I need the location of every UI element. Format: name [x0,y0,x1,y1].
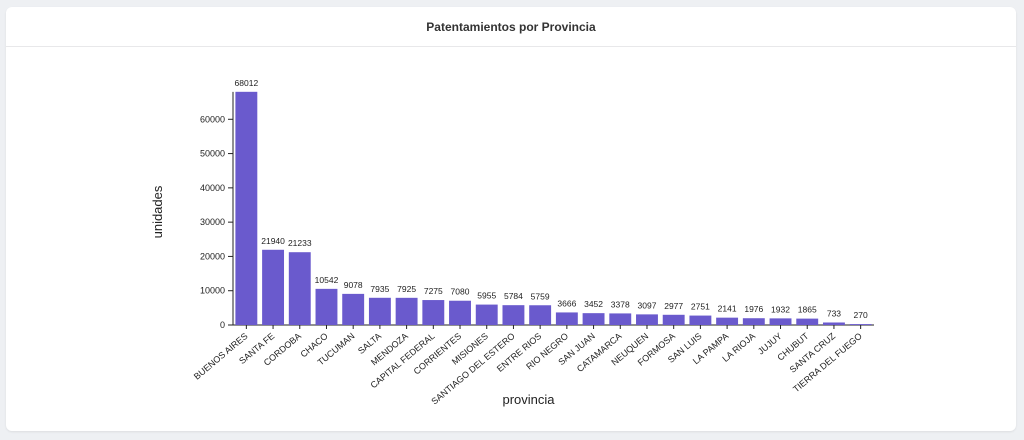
data-label: 3097 [638,300,657,310]
chart-card: Patentamientos por Provincia 0 10000 20000… [6,7,1016,431]
bar [849,324,872,325]
data-label: 21233 [288,238,312,248]
y-tick-label: 50000 [200,149,225,159]
bar [315,288,338,325]
data-label: 10542 [315,275,339,285]
bar [288,252,311,325]
bar [582,313,605,325]
bar [822,322,845,325]
y-tick-label: 10000 [200,286,225,296]
chart-title: Patentamientos por Provincia [426,19,596,34]
bar [395,297,418,325]
bar [502,305,525,325]
data-label: 3666 [557,298,576,308]
bar [689,315,712,325]
data-label: 733 [827,308,841,318]
y-tick-label: 0 [220,320,225,330]
bar [235,91,258,325]
bar [716,317,739,325]
data-label: 270 [854,310,868,320]
bar [422,300,445,325]
data-label: 3452 [584,299,603,309]
data-label: 21940 [261,236,285,246]
bar [342,293,365,325]
bar [742,318,765,325]
y-tick-label: 40000 [200,183,225,193]
y-tick-label: 20000 [200,251,225,261]
data-label: 1865 [798,305,817,315]
data-label: 3378 [611,299,630,309]
data-label: 5955 [477,291,496,301]
y-tick-label: 30000 [200,217,225,227]
data-label: 2751 [691,302,710,312]
bar [769,318,792,325]
data-label: 7275 [424,286,443,296]
data-label: 68012 [235,78,259,88]
bar [662,314,685,325]
data-label: 5784 [504,291,523,301]
card-header: Patentamientos por Provincia [6,7,1016,47]
data-label: 5759 [531,291,550,301]
bar [262,249,285,325]
bar [796,318,819,325]
bar [609,313,632,325]
bar [475,304,498,325]
data-label: 2977 [664,301,683,311]
data-label: 1932 [771,304,790,314]
bar-chart: 010000200003000040000500006000068012BUEN… [150,78,874,407]
bar [555,312,578,325]
data-label: 9078 [344,280,363,290]
bar [636,314,658,325]
x-axis-title: provincia [502,392,555,407]
bar [529,305,552,325]
y-tick-label: 60000 [200,114,225,124]
data-label: 7935 [370,284,389,294]
bar [449,300,471,325]
data-label: 7080 [451,287,470,297]
y-axis-title: unidades [150,185,165,238]
data-label: 7925 [397,284,416,294]
data-label: 2141 [718,304,737,314]
bar [368,297,391,325]
data-label: 1976 [744,304,763,314]
